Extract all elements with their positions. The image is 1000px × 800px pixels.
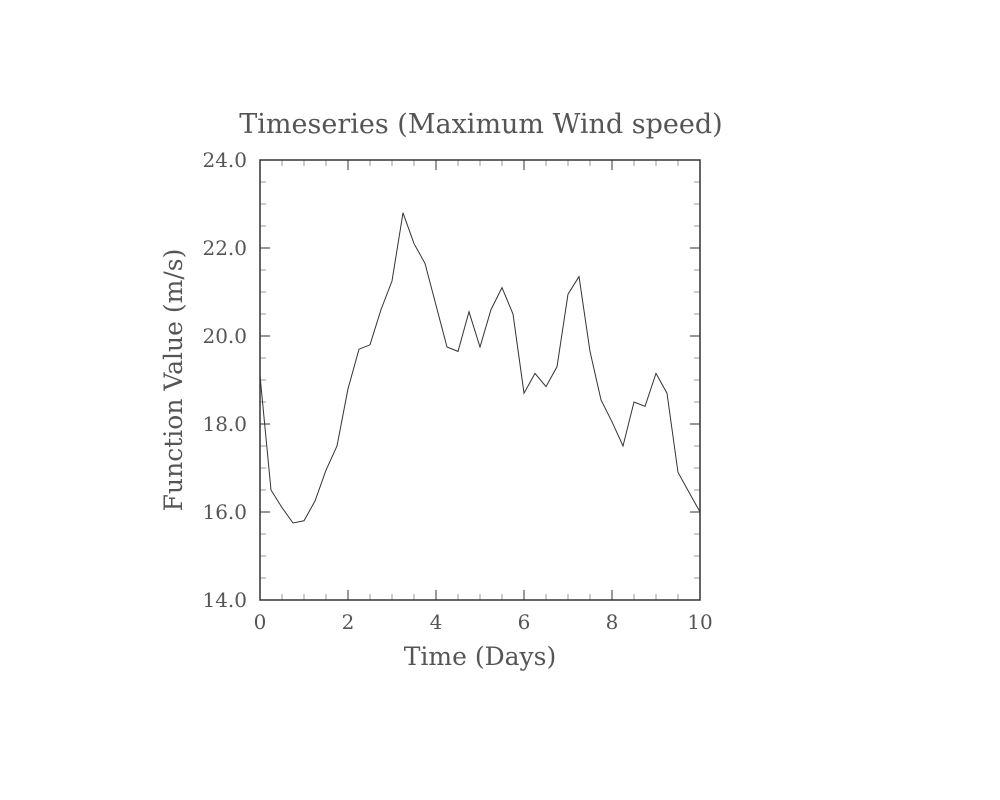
x-tick-label: 4 — [430, 610, 443, 634]
y-tick-label: 14.0 — [202, 588, 247, 612]
x-tick-labels: 0 2 4 6 8 10 — [254, 610, 713, 634]
x-tick-label: 0 — [254, 610, 267, 634]
x-tick-label: 8 — [606, 610, 619, 634]
x-tick-label: 6 — [518, 610, 531, 634]
plot-frame — [259, 159, 701, 601]
y-tick-label: 20.0 — [202, 324, 247, 348]
x-tick-label: 10 — [687, 610, 712, 634]
y-tick-labels: 14.0 16.0 18.0 20.0 22.0 24.0 — [202, 148, 247, 612]
x-tick-label: 2 — [342, 610, 355, 634]
axis-ticks — [259, 159, 701, 601]
y-axis-label: Function Value (m/s) — [159, 249, 188, 512]
series-line — [259, 212, 701, 524]
y-tick-label: 18.0 — [202, 412, 247, 436]
y-tick-label: 16.0 — [202, 500, 247, 524]
y-tick-label: 24.0 — [202, 148, 247, 172]
y-tick-label: 22.0 — [202, 236, 247, 260]
chart-title: Timeseries (Maximum Wind speed) — [239, 109, 722, 140]
x-axis-label: Time (Days) — [404, 642, 557, 671]
